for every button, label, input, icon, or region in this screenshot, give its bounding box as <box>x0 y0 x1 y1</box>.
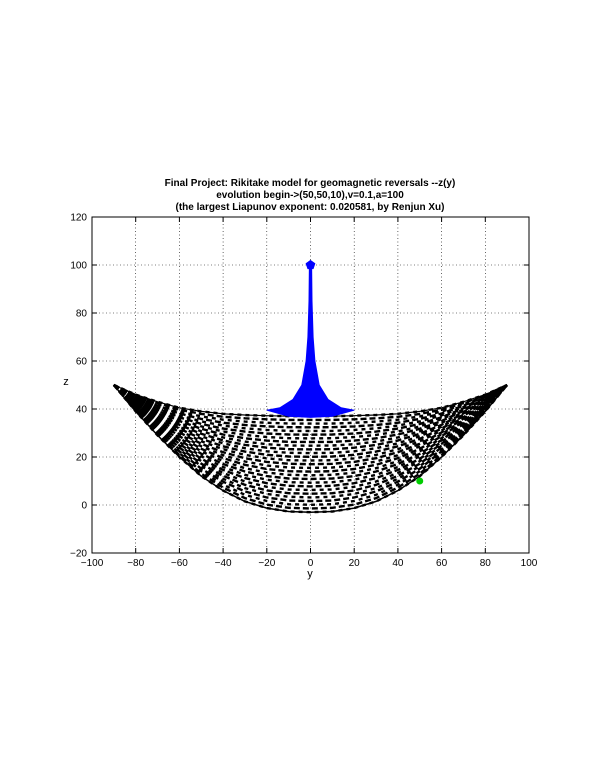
y-tick-label: 80 <box>76 309 88 320</box>
trajectory-line <box>113 384 508 473</box>
plot-area <box>112 259 509 514</box>
trajectory-line <box>112 384 508 488</box>
trajectory-line <box>112 384 508 481</box>
end-marker <box>416 477 424 485</box>
trajectory-line <box>113 384 508 462</box>
x-axis-label: y <box>307 568 313 580</box>
y-tick-label: 100 <box>70 261 87 272</box>
x-tick-label: 80 <box>480 558 492 569</box>
x-tick-label: 20 <box>349 558 361 569</box>
trajectory-line <box>113 383 508 425</box>
x-tick-label: 60 <box>436 558 448 569</box>
y-tick-label: −20 <box>70 549 87 560</box>
y-axis-ticks: −20 0 20 40 60 80 100 120 <box>70 213 529 560</box>
trajectory-line <box>113 383 508 422</box>
trajectory-line <box>112 384 508 492</box>
trajectory-line <box>112 384 509 507</box>
x-tick-label: −40 <box>215 558 232 569</box>
y-tick-label: 0 <box>81 501 87 512</box>
y-axis-label: z <box>63 376 69 388</box>
trajectory-line <box>113 383 508 444</box>
trajectory-line <box>113 384 508 451</box>
x-tick-label: 40 <box>392 558 404 569</box>
trajectory-line <box>112 384 508 477</box>
trajectory-line <box>113 383 508 429</box>
trajectory-outer-edge <box>113 384 508 513</box>
trajectory-line <box>112 384 508 484</box>
trajectory-line <box>113 384 508 470</box>
trajectory-line <box>113 383 508 440</box>
trajectory-line <box>113 383 508 436</box>
y-tick-label: 60 <box>76 357 88 368</box>
x-tick-label: 0 <box>308 558 314 569</box>
x-tick-label: −60 <box>171 558 188 569</box>
trajectory-line <box>112 384 509 510</box>
x-tick-label: −80 <box>127 558 144 569</box>
x-tick-label: −100 <box>81 558 104 569</box>
x-tick-label: −20 <box>258 558 275 569</box>
x-tick-label: 100 <box>521 558 538 569</box>
trajectory-line <box>113 384 508 455</box>
title-line-1: Final Project: Rikitake model for geomag… <box>165 178 456 189</box>
trajectory-line <box>112 384 508 499</box>
transient-spike <box>266 264 355 418</box>
y-tick-label: 120 <box>70 213 87 224</box>
trajectory-line <box>113 384 508 447</box>
trajectory-line <box>113 384 508 466</box>
x-axis-ticks: −100 −80 −60 −40 −20 0 20 40 60 80 100 <box>81 217 538 569</box>
trajectory-line <box>112 384 508 495</box>
trajectory-line <box>112 384 508 503</box>
y-tick-label: 40 <box>76 405 88 416</box>
title-line-3: (the largest Liapunov exponent: 0.020581… <box>176 202 445 213</box>
chart-title: Final Project: Rikitake model for geomag… <box>165 178 456 213</box>
trajectory-line <box>113 383 508 433</box>
start-marker <box>305 259 316 270</box>
y-tick-label: 20 <box>76 453 88 464</box>
title-line-2: evolution begin->(50,50,10),v=0.1,a=100 <box>216 190 404 201</box>
